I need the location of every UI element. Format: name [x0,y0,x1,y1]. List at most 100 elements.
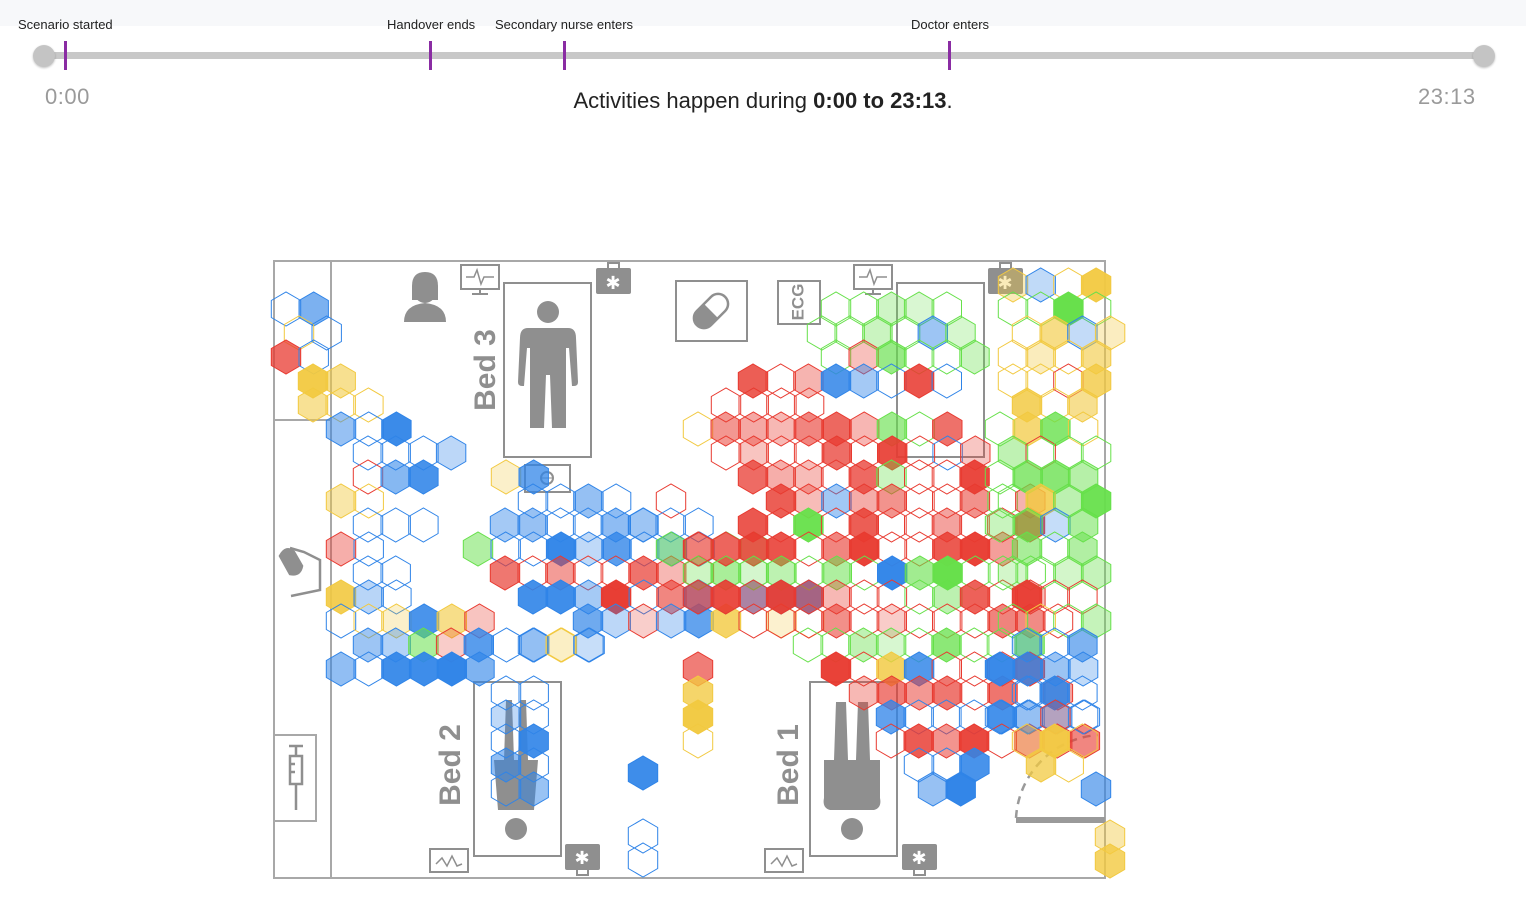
heatmap-cell [738,555,769,591]
timeline-track[interactable] [44,52,1484,59]
heatmap-cell [381,651,412,687]
patient-icon [494,700,538,840]
heatmap-cell [959,627,990,663]
heatmap-cell [298,339,329,375]
first-aid-kit-icon: ✱ [596,262,631,294]
heatmap-cell [849,531,880,567]
caption-range: 0:00 to 23:13 [813,88,947,113]
first-aid-kit-icon: ✱ [565,844,600,876]
heatmap-cell [997,339,1029,375]
heatmap-cell [1040,651,1071,687]
heatmap-cell [464,603,495,639]
heatmap-cell [904,411,935,447]
heatmap-cell [848,459,879,495]
heatmap-cell [1039,579,1070,615]
heatmap-cell [766,435,797,471]
heatmap-cell [1069,723,1101,759]
heatmap-cell [875,699,907,735]
heatmap-cell [436,603,467,639]
heatmap-cell [1067,699,1099,735]
heatmap-cell [655,483,687,519]
heatmap-cell [1080,291,1112,327]
heatmap-cell [1011,627,1043,663]
heatmap-cell [353,411,384,447]
heatmap-cell [959,675,990,711]
bed-3: Bed 3 [469,282,592,458]
timeline-start-handle[interactable] [33,45,55,67]
heatmap-cell [1011,531,1043,567]
heatmap-cell [834,315,865,351]
heatmap-cell [931,507,963,543]
svg-text:✱: ✱ [911,848,926,869]
heatmap-cell [600,603,631,639]
activity-heatmap [270,267,1126,879]
ecg-label: ECG [788,284,807,321]
heatmap-cell [793,579,824,615]
heatmap-cell [656,555,687,591]
first-aid-kit-icon: ✱ [902,844,937,876]
heatmap-cell [545,531,577,567]
caption-prefix: Activities happen during [573,88,814,113]
heatmap-cell [1012,507,1043,543]
heatmap-cell [793,483,824,519]
heatmap-cell [1067,675,1098,711]
heatmap-cell [945,315,976,351]
heatmap-cell [917,315,948,351]
heatmap-cell [489,555,521,591]
heatmap-cell [518,747,549,783]
hand-sanitizer-icon [278,546,322,598]
bed-2-label: Bed 2 [434,724,467,806]
heatmap-cell [793,387,825,423]
heatmap-cell [766,387,797,423]
heatmap-cell [490,747,522,783]
heatmap-cell [793,507,824,543]
heatmap-cell [904,603,935,639]
heatmap-cell [848,363,879,399]
heatmap-cell [876,579,908,615]
heatmap-cell [408,507,439,543]
heatmap-cell [848,291,879,327]
heatmap-cell [352,555,384,591]
heatmap-cell [959,579,991,615]
heatmap-cell [958,723,990,759]
heatmap-cell [959,651,990,687]
heatmap-cell [682,723,714,759]
heatmap-cell [1025,267,1056,303]
event-label-scenario-started: Scenario started [18,17,113,32]
heatmap-cell [1067,723,1098,759]
heatmap-cell [298,291,329,327]
heatmap-cell [876,459,907,495]
nurse-icon [404,272,446,322]
activity-caption: Activities happen during 0:00 to 23:13. [0,88,1526,114]
heatmap-cell [352,435,384,471]
heatmap-cell [435,435,467,471]
heatmap-cell [490,459,522,495]
heatmap-cell [987,555,1019,591]
heatmap-cell [903,339,935,375]
heatmap-cell [1011,387,1043,423]
heatmap-cell [573,627,604,663]
heatmap-cell [1040,411,1071,447]
heatmap-cell [931,699,962,735]
heatmap-cell [600,507,631,543]
heatmap-cell [1053,747,1084,783]
heatmap-cell [710,579,741,615]
heatmap-cell [997,291,1029,327]
heatmap-cell [353,531,384,567]
heatmap-cell [408,651,440,687]
heatmap-cell [1025,339,1056,375]
heatmap-cell [682,411,714,447]
first-aid-kit-icon: ✱ [988,262,1023,294]
heatmap-cell [297,387,329,423]
heatmap-cell [765,579,797,615]
event-label-handover-ends: Handover ends [387,17,476,32]
heatmap-cell [380,459,411,495]
monitor-icon [853,264,893,295]
heatmap-cell [489,507,521,543]
heatmap-cell [876,507,907,543]
event-label-doctor-enters: Doctor enters [911,17,990,32]
monitor-icon [460,264,500,295]
heatmap-cell [904,675,935,711]
timeline-end-handle[interactable] [1473,45,1495,67]
heatmap-cell [932,555,963,591]
